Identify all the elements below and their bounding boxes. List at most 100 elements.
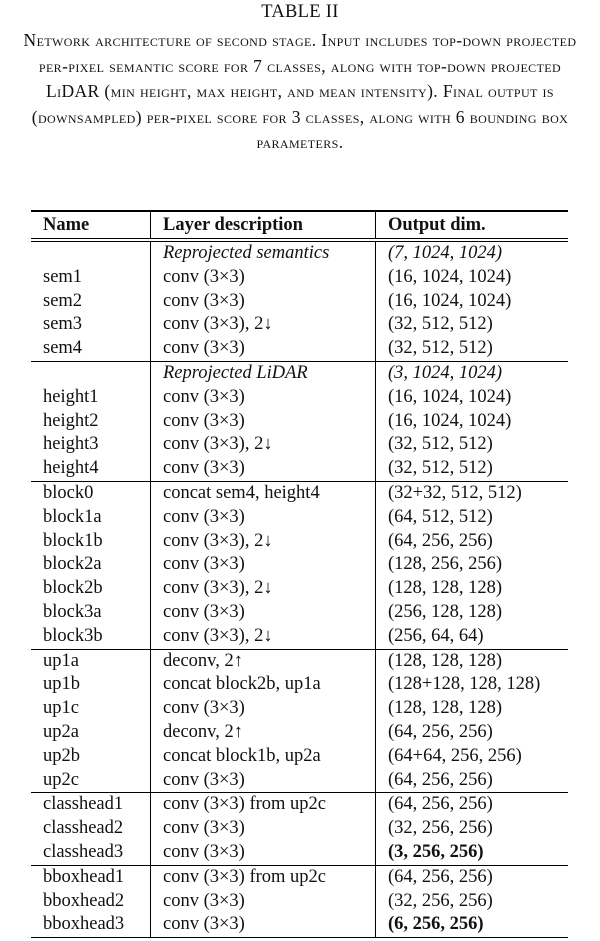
row-name-cell: block1b	[43, 530, 103, 551]
row-name-cell: up2a	[43, 721, 79, 742]
row-name-cell: up1b	[43, 674, 80, 695]
row-name-cell: classhead2	[43, 818, 124, 839]
row-name-cell: height3	[43, 434, 99, 455]
table-row: bboxhead3 conv (3×3) (6, 256, 256)	[31, 913, 568, 938]
row-description-cell: conv (3×3)	[150, 337, 375, 361]
row-output-dim-cell: (32, 512, 512)	[375, 313, 568, 338]
row-description-cell: conv (3×3), 2↓	[150, 313, 375, 338]
row-description-cell: conv (3×3)	[150, 289, 375, 314]
group-divider	[31, 864, 568, 866]
row-output-dim-cell: (32+32, 512, 512)	[375, 481, 568, 506]
table-row: classhead3 conv (3×3) (3, 256, 256)	[31, 840, 568, 865]
table-row: Reprojected LiDAR (3, 1024, 1024)	[31, 361, 568, 386]
row-output-dim-cell: (16, 1024, 1024)	[375, 289, 568, 314]
table-row: block3b conv (3×3), 2↓ (256, 64, 64)	[31, 624, 568, 649]
row-name-cell: bboxhead1	[43, 866, 125, 887]
table-row: sem3 conv (3×3), 2↓ (32, 512, 512)	[31, 313, 568, 338]
row-description-cell: conv (3×3), 2↓	[150, 624, 375, 649]
table-row: Reprojected semantics (7, 1024, 1024)	[31, 242, 568, 266]
row-output-dim-cell: (16, 1024, 1024)	[375, 385, 568, 410]
row-output-dim-cell: (128, 128, 128)	[375, 577, 568, 601]
table-body: Reprojected semantics (7, 1024, 1024) sem1…	[31, 242, 568, 939]
table-row: sem1 conv (3×3) (16, 1024, 1024)	[31, 265, 568, 290]
group-divider	[31, 648, 568, 650]
row-output-dim-cell: (6, 256, 256)	[375, 913, 568, 938]
table-row: bboxhead2 conv (3×3) (32, 256, 256)	[31, 889, 568, 914]
row-name-cell: block0	[43, 482, 94, 503]
row-name-cell: up1a	[43, 650, 79, 671]
row-description-cell: conv (3×3), 2↓	[150, 577, 375, 601]
row-output-dim-cell: (128, 256, 256)	[375, 553, 568, 578]
table-row: height1 conv (3×3) (16, 1024, 1024)	[31, 385, 568, 410]
row-name-cell: sem1	[43, 266, 83, 287]
table-row: bboxhead1 conv (3×3) from up2c (64, 256, 2…	[31, 865, 568, 890]
row-name-cell	[31, 362, 150, 386]
row-name-cell: height1	[43, 386, 99, 407]
row-output-dim-cell: (32, 512, 512)	[375, 337, 568, 361]
table-row: height2 conv (3×3) (16, 1024, 1024)	[31, 409, 568, 434]
row-name-cell: height4	[43, 458, 99, 479]
row-name-cell: up2b	[43, 745, 80, 766]
row-name-cell: up2c	[43, 769, 79, 790]
row-output-dim-cell: (3, 256, 256)	[375, 840, 568, 865]
row-description-cell: conv (3×3) from up2c	[150, 793, 375, 818]
row-description-cell: conv (3×3)	[150, 457, 375, 481]
row-output-dim-cell: (128, 128, 128)	[375, 649, 568, 674]
row-description-cell: conv (3×3)	[150, 817, 375, 841]
row-output-dim-cell: (64, 256, 256)	[375, 865, 568, 890]
row-name-cell: classhead3	[43, 841, 124, 862]
row-name-cell: block3a	[43, 601, 102, 622]
group-divider	[31, 792, 568, 794]
row-description-cell: conv (3×3), 2↓	[150, 529, 375, 554]
group-divider	[31, 360, 568, 362]
row-output-dim-cell: (64, 256, 256)	[375, 529, 568, 554]
row-description-cell: Reprojected LiDAR	[150, 361, 375, 386]
table-row: classhead1 conv (3×3) from up2c (64, 256, …	[31, 793, 568, 818]
table-row: height4 conv (3×3) (32, 512, 512)	[31, 457, 568, 481]
header-name: Name	[43, 215, 90, 235]
table-label: TABLE II	[261, 2, 339, 22]
row-description-cell: conv (3×3)	[150, 840, 375, 865]
row-description-cell: Reprojected semantics	[150, 242, 375, 266]
architecture-table: Name Layer description Output dim. Repro…	[31, 210, 568, 939]
row-description-cell: concat block2b, up1a	[150, 673, 375, 698]
row-description-cell: conv (3×3) from up2c	[150, 865, 375, 890]
row-name-cell: block2b	[43, 578, 103, 599]
row-description-cell: conv (3×3), 2↓	[150, 433, 375, 458]
row-description-cell: conv (3×3)	[150, 889, 375, 914]
table-row: up2a deconv, 2↑ (64, 256, 256)	[31, 720, 568, 745]
row-description-cell: conv (3×3)	[150, 697, 375, 721]
row-output-dim-cell: (64, 512, 512)	[375, 505, 568, 530]
row-name-cell: classhead1	[43, 794, 124, 815]
row-name-cell: sem4	[43, 338, 83, 359]
row-description-cell: deconv, 2↑	[150, 649, 375, 674]
table-row: block2a conv (3×3) (128, 256, 256)	[31, 553, 568, 578]
table-row: up1c conv (3×3) (128, 128, 128)	[31, 697, 568, 721]
row-output-dim-cell: (7, 1024, 1024)	[375, 242, 568, 266]
top-rule	[31, 210, 568, 212]
row-name-cell: block1a	[43, 506, 102, 527]
row-output-dim-cell: (64, 256, 256)	[375, 720, 568, 745]
row-name-cell: bboxhead3	[43, 914, 125, 935]
row-description-cell: conv (3×3)	[150, 768, 375, 793]
table-row: block2b conv (3×3), 2↓ (128, 128, 128)	[31, 577, 568, 601]
table-caption: Network architecture of second stage. In…	[23, 30, 577, 153]
row-output-dim-cell: (16, 1024, 1024)	[375, 265, 568, 290]
row-description-cell: concat block1b, up2a	[150, 744, 375, 769]
table-row: block3a conv (3×3) (256, 128, 128)	[31, 600, 568, 625]
bottom-rule	[31, 937, 568, 939]
table-row: block0 concat sem4, height4 (32+32, 512, 5…	[31, 481, 568, 506]
group-divider	[31, 480, 568, 482]
row-name-cell: height2	[43, 410, 99, 431]
row-name-cell: sem3	[43, 314, 83, 335]
row-description-cell: deconv, 2↑	[150, 720, 375, 745]
row-output-dim-cell: (256, 64, 64)	[375, 624, 568, 649]
row-output-dim-cell: (32, 256, 256)	[375, 889, 568, 914]
table-row: sem2 conv (3×3) (16, 1024, 1024)	[31, 289, 568, 314]
row-description-cell: conv (3×3)	[150, 265, 375, 290]
row-name-cell: sem2	[43, 290, 83, 311]
row-description-cell: conv (3×3)	[150, 913, 375, 938]
table-row: up2c conv (3×3) (64, 256, 256)	[31, 768, 568, 793]
row-output-dim-cell: (64+64, 256, 256)	[375, 744, 568, 769]
row-output-dim-cell: (64, 256, 256)	[375, 793, 568, 818]
